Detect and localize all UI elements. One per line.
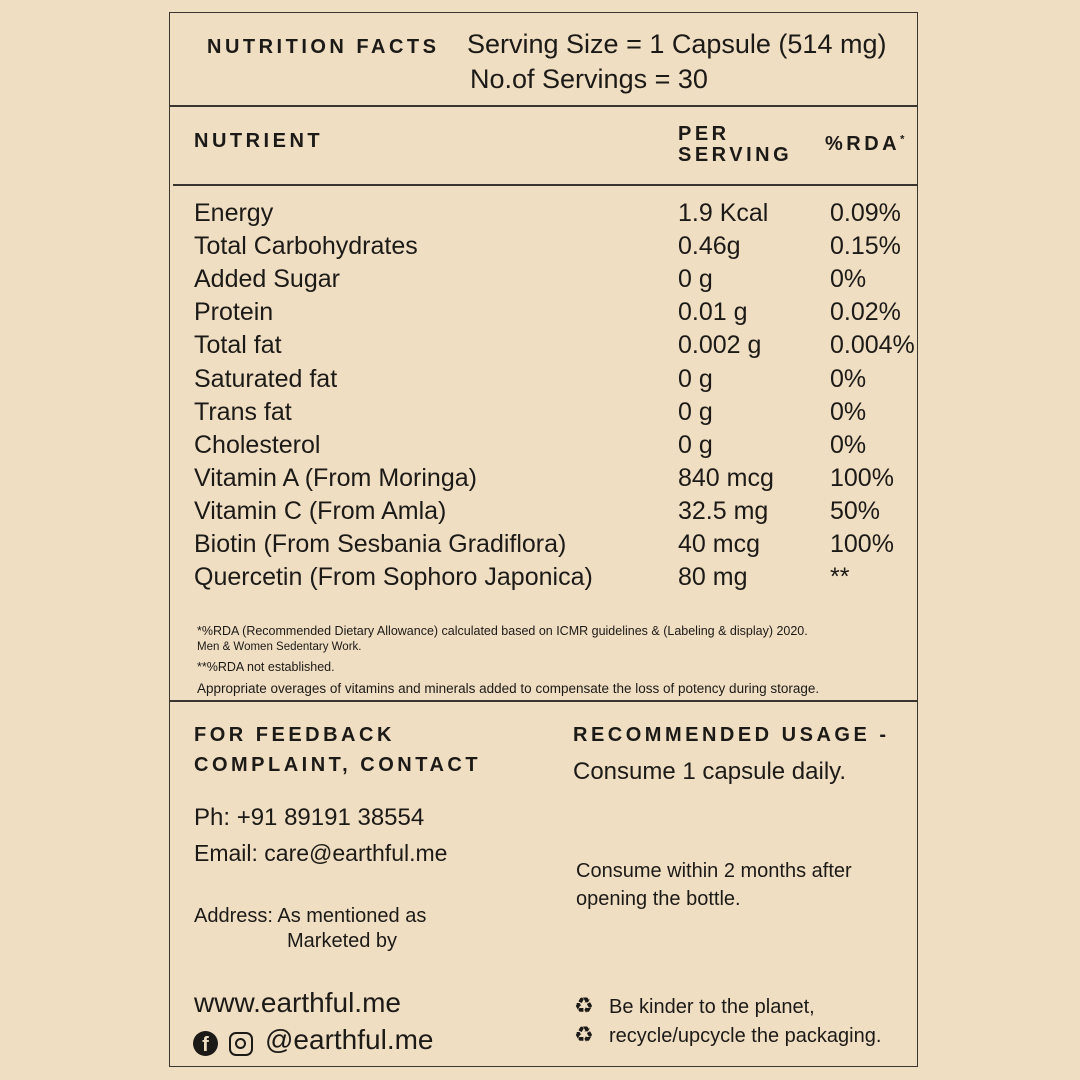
nutrient-row: Cholesterol 0 g 0%: [194, 431, 924, 464]
nutrient-row: Energy 1.9 Kcal 0.09%: [194, 199, 924, 232]
nutrient-row: Protein 0.01 g 0.02%: [194, 298, 924, 331]
nutrient-per: 0.01 g: [678, 298, 748, 327]
nutrient-per: 80 mg: [678, 563, 748, 592]
nutrient-name: Trans fat: [194, 397, 292, 426]
nutrient-rda: 0.15%: [830, 232, 901, 261]
nutrient-per: 0 g: [678, 265, 713, 294]
nutrient-per: 0.46g: [678, 232, 741, 261]
address: Address: As mentioned as: [194, 905, 427, 927]
nutrient-row: Vitamin C (From Amla) 32.5 mg 50%: [194, 497, 924, 530]
nutrient-per: 40 mcg: [678, 530, 760, 558]
facebook-icon[interactable]: f: [193, 1031, 218, 1056]
nutrient-per: 0 g: [678, 364, 713, 393]
divider: [169, 105, 918, 107]
phone: Ph: +91 89191 38554: [194, 804, 425, 831]
nutrient-per: 1.9 Kcal: [678, 199, 769, 227]
nutrient-rda: 0.004%: [830, 331, 915, 360]
col-rda: %RDA*: [825, 133, 905, 155]
nutrient-row: Total fat 0.002 g 0.004%: [194, 331, 924, 364]
nutrient-rda: 0%: [830, 397, 867, 426]
nutrient-per: 840 mcg: [678, 463, 774, 492]
col-per-serving: PER SERVING: [678, 123, 793, 166]
nutrient-row: Biotin (From Sesbania Gradiflora) 40 mcg 1…: [194, 530, 924, 563]
nutrient-rda: 0%: [830, 364, 867, 393]
nutrition-label: [169, 12, 918, 1067]
serving-size: Serving Size = 1 Capsule (514 mg): [467, 29, 887, 59]
nutrient-name: Total fat: [194, 331, 282, 360]
footnote: *%RDA (Recommended Dietary Allowance) ca…: [197, 624, 808, 638]
label-title: NUTRITION FACTS: [207, 36, 440, 58]
social-handle[interactable]: @earthful.me: [265, 1024, 434, 1055]
nutrient-name: Vitamin A (From Moringa): [194, 463, 477, 492]
nutrient-per: 0 g: [678, 397, 713, 426]
nutrient-per: 0 g: [678, 430, 713, 459]
nutrient-name: Total Carbohydrates: [194, 232, 418, 261]
contact-title: COMPLAINT, CONTACT: [194, 754, 482, 776]
nutrient-row: Added Sugar 0 g 0%: [194, 265, 924, 298]
instagram-icon[interactable]: [229, 1032, 253, 1056]
nutrient-name: Saturated fat: [194, 364, 338, 393]
storage-text: opening the bottle.: [576, 888, 741, 910]
nutrient-rda: 100%: [830, 463, 894, 492]
nutrient-row: Vitamin A (From Moringa) 840 mcg 100%: [194, 464, 924, 497]
nutrient-rda: 0%: [830, 265, 867, 294]
divider: [173, 184, 918, 186]
footnote: Appropriate overages of vitamins and min…: [197, 681, 820, 696]
nutrient-name: Biotin (From Sesbania Gradiflora): [194, 530, 567, 558]
nutrient-name: Protein: [194, 298, 274, 327]
nutrient-rda: 0.09%: [830, 199, 901, 227]
nutrient-rda: **: [830, 563, 850, 592]
nutrient-row: Total Carbohydrates 0.46g 0.15%: [194, 232, 924, 265]
recycle-icon: ♻: [574, 993, 594, 1018]
footnote: Men & Women Sedentary Work.: [197, 641, 362, 653]
website[interactable]: www.earthful.me: [194, 987, 401, 1018]
usage-title: RECOMMENDED USAGE -: [573, 724, 890, 746]
nutrient-name: Quercetin (From Sophoro Japonica): [194, 563, 593, 592]
recycle-icon: ♻: [574, 1022, 594, 1047]
address: Marketed by: [287, 930, 398, 952]
nutrient-per: 32.5 mg: [678, 496, 769, 525]
nutrient-name: Energy: [194, 199, 274, 227]
nutrient-name: Vitamin C (From Amla): [194, 496, 447, 525]
nutrient-rda: 50%: [830, 496, 881, 525]
nutrient-name: Cholesterol: [194, 430, 321, 459]
nutrient-row: Trans fat 0 g 0%: [194, 398, 924, 431]
footnote: **%RDA not established.: [197, 660, 335, 674]
storage-text: Consume within 2 months after: [576, 860, 852, 882]
col-nutrient: NUTRIENT: [194, 130, 324, 152]
contact-title: FOR FEEDBACK: [194, 724, 395, 746]
usage-text: Consume 1 capsule daily.: [573, 758, 847, 785]
nutrient-rda: 100%: [830, 530, 894, 558]
nutrient-row: Quercetin (From Sophoro Japonica) 80 mg **: [194, 563, 924, 596]
nutrient-rda: 0.02%: [830, 298, 901, 327]
nutrient-name: Added Sugar: [194, 265, 340, 294]
nutrient-per: 0.002 g: [678, 331, 762, 360]
servings-count: No.of Servings = 30: [470, 64, 708, 94]
divider: [169, 700, 918, 702]
recycle-text: Be kinder to the planet,: [609, 996, 815, 1018]
recycle-text: recycle/upcycle the packaging.: [609, 1025, 882, 1047]
email[interactable]: Email: care@earthful.me: [194, 840, 448, 866]
nutrient-row: Saturated fat 0 g 0%: [194, 365, 924, 398]
nutrient-rda: 0%: [830, 430, 867, 459]
